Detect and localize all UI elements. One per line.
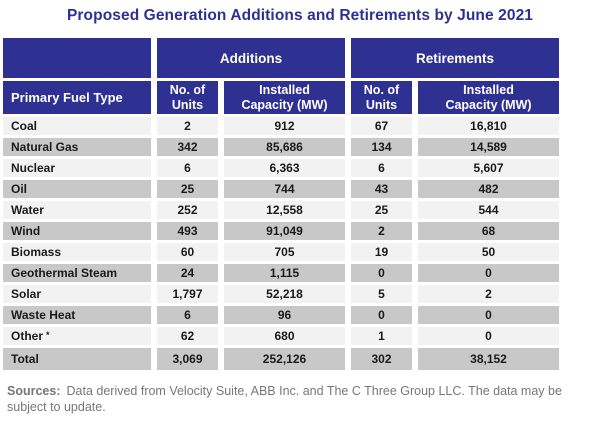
- natural-gas-additions-units: 342: [157, 138, 218, 156]
- solar-retirements-capacity: 2: [418, 285, 559, 303]
- natural-gas-retirements-units: 134: [351, 138, 412, 156]
- biomass-additions-capacity: 705: [224, 243, 345, 261]
- col-header-retirements-units: No. of Units: [351, 81, 412, 114]
- col-header-additions-capacity: Installed Capacity (MW): [224, 81, 345, 114]
- total-retirements-units: 302: [351, 348, 412, 370]
- col-header-text: Installed Capacity (MW): [445, 83, 532, 112]
- wind-retirements-units: 2: [351, 222, 412, 240]
- natural-gas-retirements-capacity: 14,589: [418, 138, 559, 156]
- fuel-cell-wind: Wind: [3, 222, 151, 240]
- generation-table: Additions Retirements Primary Fuel Type …: [3, 38, 559, 370]
- oil-retirements-units: 43: [351, 180, 412, 198]
- other-additions-units: 62: [157, 327, 218, 345]
- wind-retirements-capacity: 68: [418, 222, 559, 240]
- fuel-cell-biomass: Biomass: [3, 243, 151, 261]
- geothermal-additions-capacity: 1,115: [224, 264, 345, 282]
- coal-additions-units: 2: [157, 117, 218, 135]
- fuel-cell-oil: Oil: [3, 180, 151, 198]
- wind-additions-units: 493: [157, 222, 218, 240]
- col-header-fuel-type: Primary Fuel Type: [3, 81, 151, 114]
- fuel-cell-solar: Solar: [3, 285, 151, 303]
- other-retirements-capacity: 0: [418, 327, 559, 345]
- wind-additions-capacity: 91,049: [224, 222, 345, 240]
- geothermal-retirements-units: 0: [351, 264, 412, 282]
- sources-label: Sources:: [7, 384, 61, 398]
- fuel-cell-other: Other *: [3, 327, 151, 345]
- fuel-cell-natural-gas: Natural Gas: [3, 138, 151, 156]
- additions-group-header: Additions: [157, 38, 345, 78]
- coal-retirements-capacity: 16,810: [418, 117, 559, 135]
- water-retirements-capacity: 544: [418, 201, 559, 219]
- chart-title: Proposed Generation Additions and Retire…: [66, 7, 534, 24]
- coal-additions-capacity: 912: [224, 117, 345, 135]
- waste-heat-retirements-units: 0: [351, 306, 412, 324]
- fuel-cell-waste-heat: Waste Heat: [3, 306, 151, 324]
- col-header-text: No. of Units: [169, 83, 206, 112]
- other-additions-capacity: 680: [224, 327, 345, 345]
- retirements-group-header: Retirements: [351, 38, 559, 78]
- col-header-text: Installed Capacity (MW): [241, 83, 328, 112]
- water-retirements-units: 25: [351, 201, 412, 219]
- geothermal-retirements-capacity: 0: [418, 264, 559, 282]
- fuel-cell-geothermal-steam: Geothermal Steam: [3, 264, 151, 282]
- solar-retirements-units: 5: [351, 285, 412, 303]
- solar-additions-units: 1,797: [157, 285, 218, 303]
- biomass-additions-units: 60: [157, 243, 218, 261]
- sources-text: Data derived from Velocity Suite, ABB In…: [7, 384, 562, 415]
- coal-retirements-units: 67: [351, 117, 412, 135]
- biomass-retirements-units: 19: [351, 243, 412, 261]
- nuclear-additions-capacity: 6,363: [224, 159, 345, 177]
- water-additions-units: 252: [157, 201, 218, 219]
- biomass-retirements-capacity: 50: [418, 243, 559, 261]
- oil-additions-capacity: 744: [224, 180, 345, 198]
- solar-additions-capacity: 52,218: [224, 285, 345, 303]
- fuel-cell-water: Water: [3, 201, 151, 219]
- col-header-text: No. of Units: [363, 83, 400, 112]
- oil-additions-units: 25: [157, 180, 218, 198]
- total-additions-units: 3,069: [157, 348, 218, 370]
- nuclear-retirements-units: 6: [351, 159, 412, 177]
- waste-heat-additions-capacity: 96: [224, 306, 345, 324]
- total-additions-capacity: 252,126: [224, 348, 345, 370]
- geothermal-additions-units: 24: [157, 264, 218, 282]
- nuclear-retirements-capacity: 5,607: [418, 159, 559, 177]
- fuel-label: Other: [11, 329, 44, 343]
- water-additions-capacity: 12,558: [224, 201, 345, 219]
- footnote-asterisk: *: [46, 330, 50, 340]
- col-header-retirements-capacity: Installed Capacity (MW): [418, 81, 559, 114]
- waste-heat-retirements-capacity: 0: [418, 306, 559, 324]
- natural-gas-additions-capacity: 85,686: [224, 138, 345, 156]
- total-row-label: Total: [3, 348, 151, 370]
- oil-retirements-capacity: 482: [418, 180, 559, 198]
- fuel-cell-coal: Coal: [3, 117, 151, 135]
- nuclear-additions-units: 6: [157, 159, 218, 177]
- other-retirements-units: 1: [351, 327, 412, 345]
- corner-header-cell: [3, 38, 151, 78]
- fuel-cell-nuclear: Nuclear: [3, 159, 151, 177]
- waste-heat-additions-units: 6: [157, 306, 218, 324]
- col-header-additions-units: No. of Units: [157, 81, 218, 114]
- total-retirements-capacity: 38,152: [418, 348, 559, 370]
- sources-note: Sources: Data derived from Velocity Suite…: [7, 383, 594, 416]
